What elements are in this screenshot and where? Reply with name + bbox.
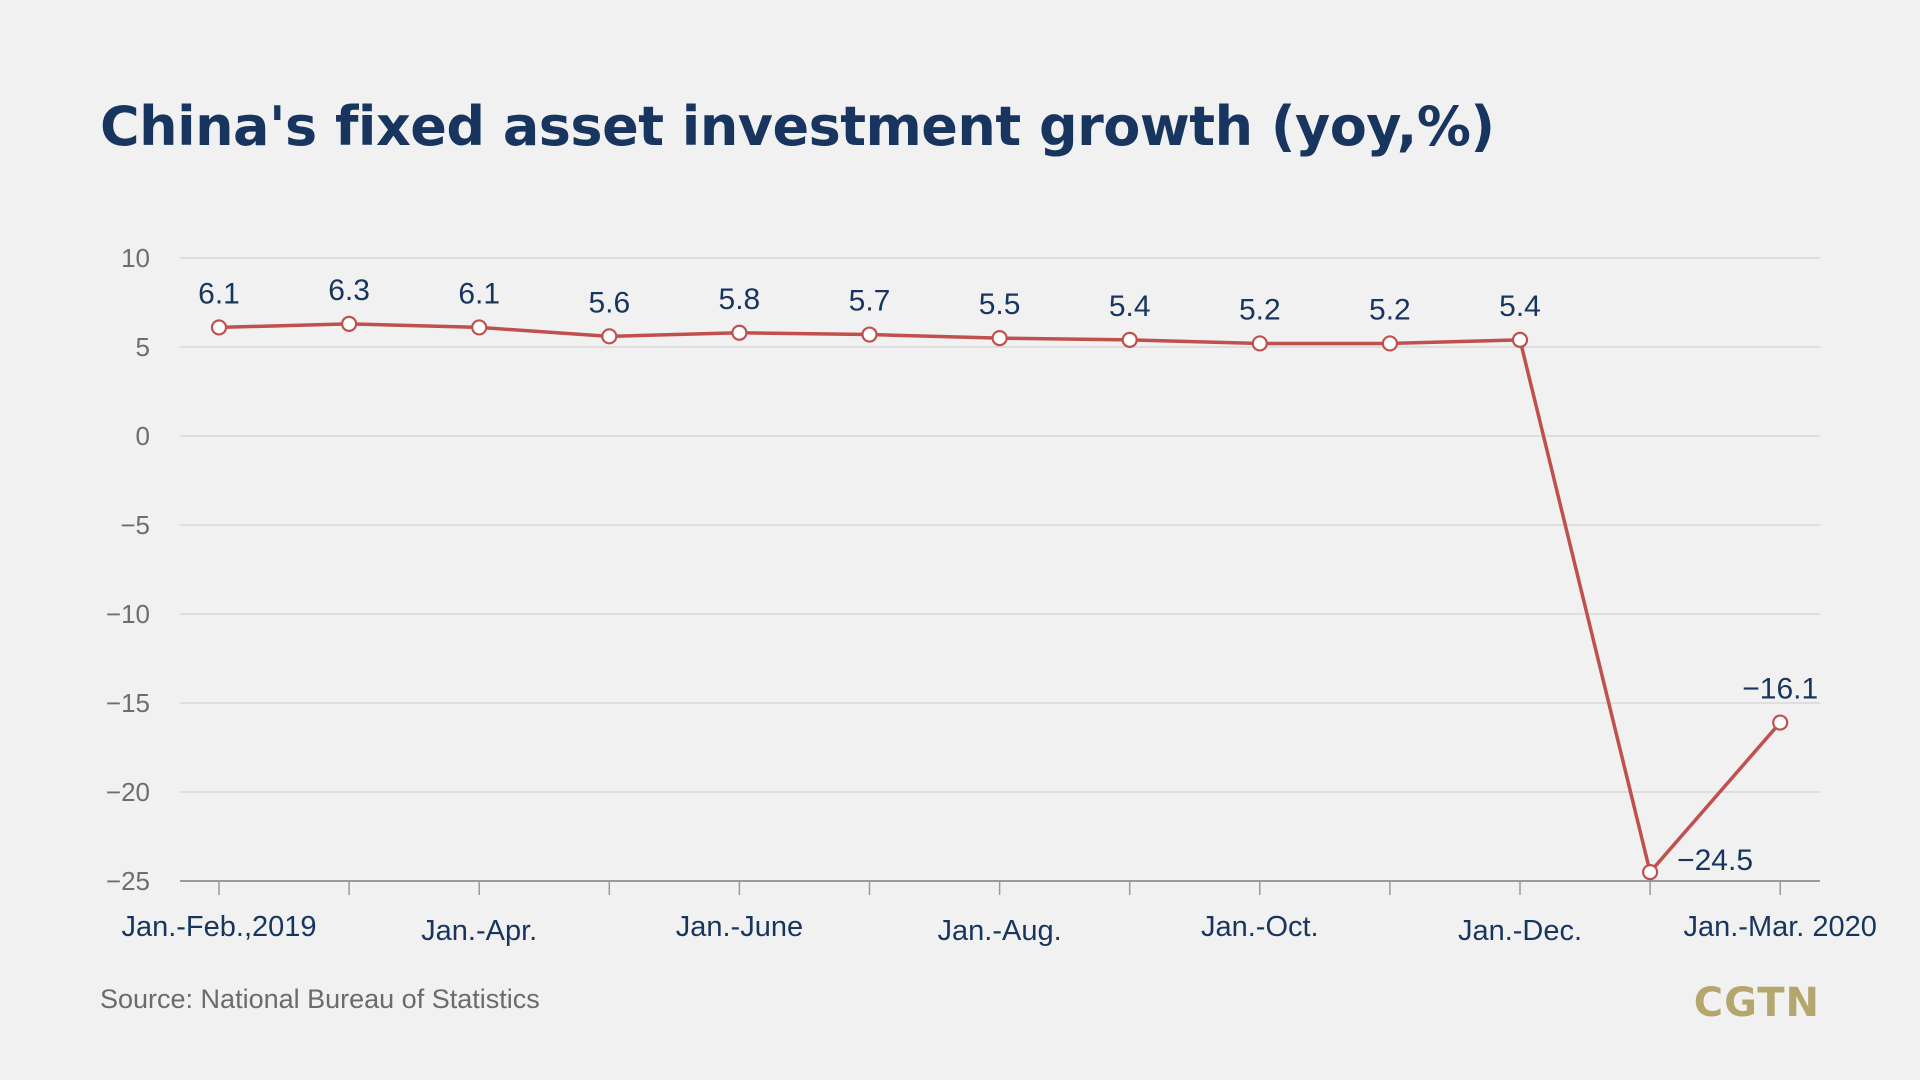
data-label: 5.4 xyxy=(1109,290,1151,323)
data-label: 5.6 xyxy=(588,286,630,319)
x-tick-label: Jan.-Apr. xyxy=(421,915,537,947)
data-label: 5.8 xyxy=(719,283,761,316)
data-point xyxy=(1511,331,1529,348)
data-point xyxy=(1121,331,1138,348)
x-tick-label: Jan.-Dec. xyxy=(1458,915,1582,947)
x-tick-label: Jan.-Oct. xyxy=(1201,911,1319,943)
x-tick-label: Jan.-Aug. xyxy=(938,915,1062,947)
data-point xyxy=(471,319,488,336)
x-tick-label: Jan.-June xyxy=(676,911,803,943)
y-tick-label: −20 xyxy=(106,777,150,807)
data-point xyxy=(601,328,618,345)
y-tick-label: −10 xyxy=(106,599,150,629)
data-point xyxy=(1772,714,1789,731)
data-point xyxy=(1381,335,1399,352)
y-tick-label: −25 xyxy=(106,866,150,896)
data-point xyxy=(861,326,878,343)
y-tick-label: 0 xyxy=(136,421,150,451)
data-point xyxy=(991,330,1008,347)
cgtn-logo: CGTN xyxy=(1693,980,1820,1026)
x-tick-label: Jan.-Mar. 2020 xyxy=(1683,911,1876,943)
data-label: 5.2 xyxy=(1369,293,1411,326)
x-tick-label: Jan.-Feb.,2019 xyxy=(121,911,316,943)
y-tick-label: 5 xyxy=(136,332,150,362)
data-label: 6.1 xyxy=(458,277,500,310)
data-label: −16.1 xyxy=(1742,673,1818,706)
data-point xyxy=(1251,335,1268,352)
y-tick-label: −15 xyxy=(106,688,150,718)
data-label: 6.3 xyxy=(328,274,370,307)
data-point xyxy=(731,324,748,341)
data-label: 5.4 xyxy=(1499,290,1541,323)
data-label: 5.5 xyxy=(979,288,1021,321)
chart-title: China's fixed asset investment growth (y… xyxy=(100,95,1495,158)
data-label: 5.2 xyxy=(1239,293,1281,326)
data-label: 5.7 xyxy=(849,285,891,318)
series-line xyxy=(218,322,1782,874)
y-tick-label: −5 xyxy=(120,510,150,540)
data-point xyxy=(210,319,228,336)
data-label: −24.5 xyxy=(1677,844,1753,877)
source-note: Source: National Bureau of Statistics xyxy=(100,984,540,1014)
y-tick-label: 10 xyxy=(121,243,150,273)
data-label: 6.1 xyxy=(198,277,240,310)
data-point xyxy=(341,315,358,332)
data-point xyxy=(1641,863,1659,881)
